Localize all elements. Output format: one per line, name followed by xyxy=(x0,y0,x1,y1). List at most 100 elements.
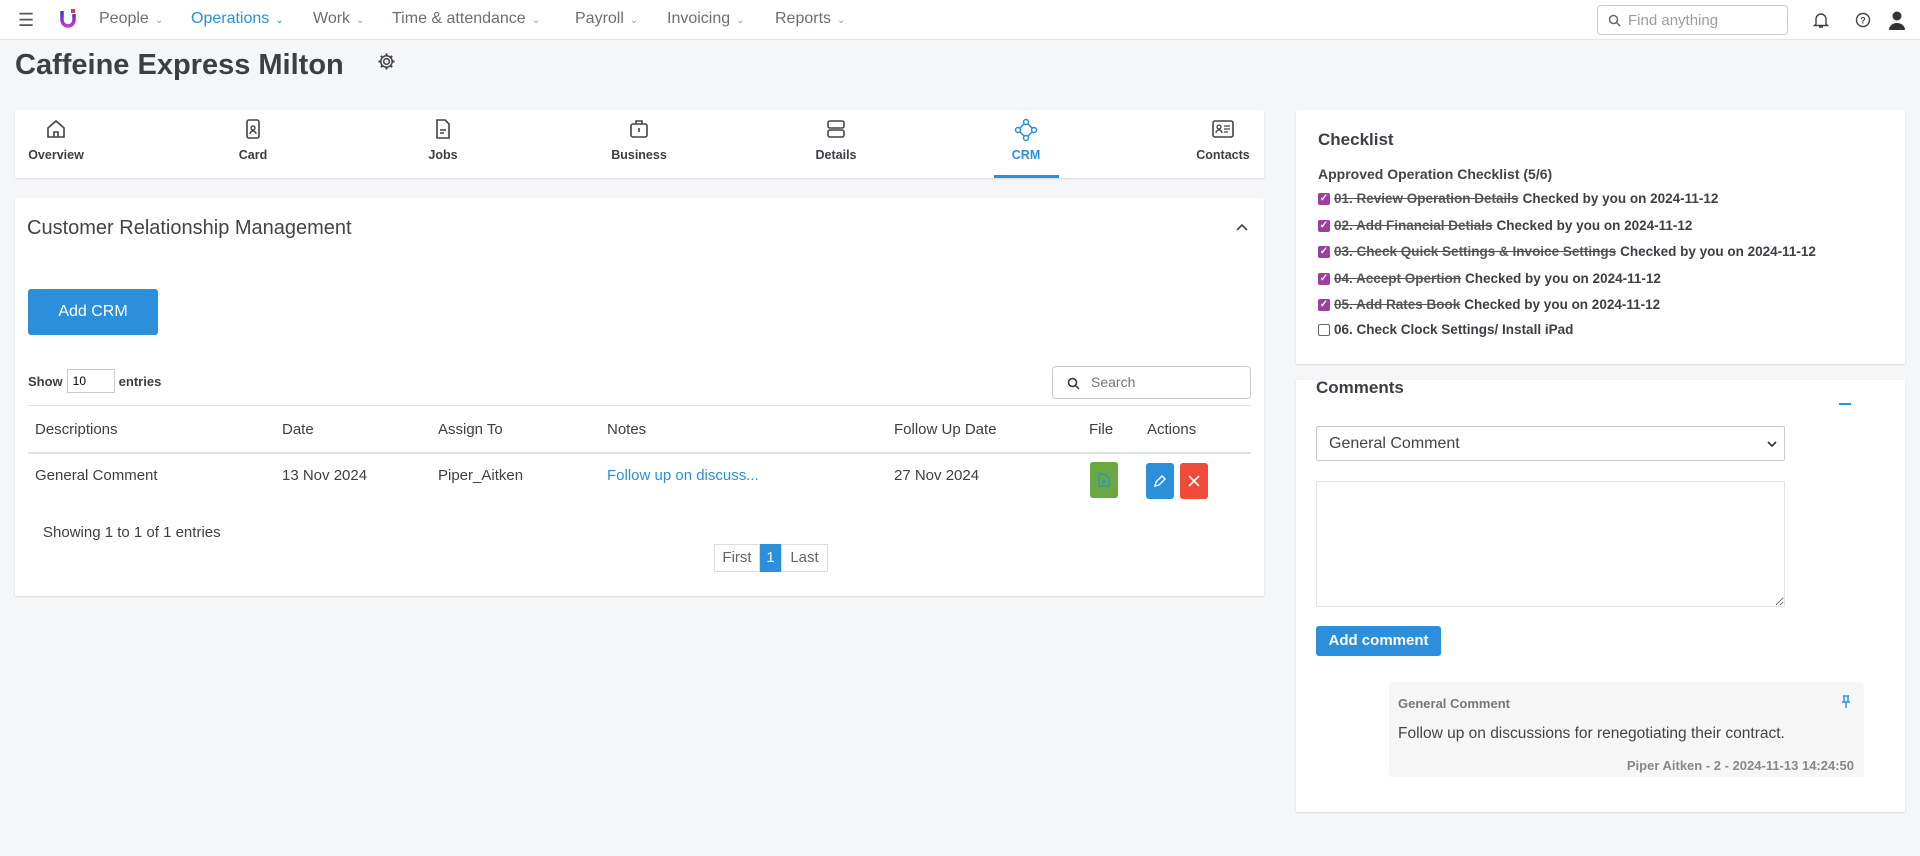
id-badge-icon xyxy=(246,119,260,139)
checklist-subtitle: Approved Operation Checklist (5/6) xyxy=(1318,166,1553,182)
nav-label: People xyxy=(99,10,149,27)
contact-card-icon xyxy=(1212,120,1234,138)
checkbox[interactable]: ✓ xyxy=(1318,219,1330,232)
entries-input[interactable] xyxy=(66,369,115,393)
search-icon xyxy=(1067,377,1080,390)
collapse-minus-icon[interactable] xyxy=(1839,403,1851,405)
page-last[interactable]: Last xyxy=(781,544,828,572)
column-header[interactable]: Assign To xyxy=(438,421,503,438)
add-crm-button[interactable]: Add CRM xyxy=(28,289,158,335)
checklist-item: ✓ 05. Add Rates Book Checked by you on 202… xyxy=(1318,297,1660,312)
column-header[interactable]: Follow Up Date xyxy=(894,421,997,438)
entries-label: entries xyxy=(118,373,162,389)
checklist-panel xyxy=(1296,110,1905,364)
nav-time-attendance[interactable]: Time & attendance ⌄ xyxy=(392,10,540,28)
nav-people[interactable]: People ⌄ xyxy=(99,10,163,28)
table-info: Showing 1 to 1 of 1 entries xyxy=(43,524,221,541)
file-button[interactable] xyxy=(1090,462,1118,498)
help-icon[interactable]: ? xyxy=(1855,12,1871,28)
gear-icon[interactable] xyxy=(377,52,396,71)
page-current[interactable]: 1 xyxy=(760,544,781,572)
comment-type: General Comment xyxy=(1398,696,1510,711)
nav-label: Time & attendance xyxy=(392,10,526,27)
cell-description: General Comment xyxy=(35,467,158,484)
cell-follow-up-date: 27 Nov 2024 xyxy=(894,467,980,484)
add-comment-button[interactable]: Add comment xyxy=(1316,626,1441,656)
tab-crm[interactable]: CRM xyxy=(971,118,1081,162)
checkbox[interactable]: ✓ xyxy=(1318,245,1330,258)
menu-icon[interactable]: ☰ xyxy=(18,10,35,30)
tab-label: Details xyxy=(815,148,857,162)
checklist-item: ✓ 01. Review Operation Details Checked by … xyxy=(1318,191,1718,206)
column-header[interactable]: Date xyxy=(282,421,314,438)
checklist-item-meta: Checked by you on 2024-11-12 xyxy=(1620,244,1816,259)
checklist-item-label: 03. Check Quick Settings & Invoice Setti… xyxy=(1334,244,1617,259)
checklist-item: ✓ 02. Add Financial Detials Checked by you… xyxy=(1318,218,1692,233)
column-header[interactable]: Descriptions xyxy=(35,421,118,438)
checklist-item-label: 01. Review Operation Details xyxy=(1334,191,1519,206)
checkbox[interactable] xyxy=(1318,323,1330,336)
comment-type-select[interactable]: General Comment xyxy=(1316,426,1785,461)
tab-label: Overview xyxy=(28,148,84,162)
chevron-down-icon: ⌄ xyxy=(275,15,284,26)
search-icon xyxy=(1608,14,1621,27)
checklist-item: ✓ 03. Check Quick Settings & Invoice Sett… xyxy=(1318,244,1816,259)
tab-label: Contacts xyxy=(1196,148,1250,162)
chevron-down-icon: ⌄ xyxy=(356,15,365,26)
tab-business[interactable]: Business xyxy=(584,118,694,162)
checkbox[interactable]: ✓ xyxy=(1318,272,1330,285)
select-value: General Comment xyxy=(1329,435,1460,452)
tab-jobs[interactable]: Jobs xyxy=(388,118,498,162)
nav-payroll[interactable]: Payroll ⌄ xyxy=(575,10,638,28)
checklist-item-meta: Checked by you on 2024-11-12 xyxy=(1464,297,1661,312)
cell-notes-link[interactable]: Follow up on discuss... xyxy=(607,467,759,484)
global-search[interactable] xyxy=(1597,5,1788,35)
checklist-item-meta: Checked by you on 2024-11-12 xyxy=(1496,218,1693,233)
nav-label: Work xyxy=(313,10,351,27)
tab-details[interactable]: Details xyxy=(781,118,891,162)
bell-icon[interactable] xyxy=(1813,12,1829,29)
checklist-item-label: 06. Check Clock Settings/ Install iPad xyxy=(1334,322,1574,337)
edit-button[interactable] xyxy=(1146,463,1174,499)
tab-label: Jobs xyxy=(428,148,458,162)
tab-label: Business xyxy=(611,148,667,162)
divider xyxy=(28,405,1251,406)
nav-work[interactable]: Work ⌄ xyxy=(313,10,364,28)
page-title: Caffeine Express Milton xyxy=(15,49,344,81)
comment-textarea[interactable] xyxy=(1316,481,1785,607)
comments-title: Comments xyxy=(1316,378,1404,397)
logo[interactable] xyxy=(60,8,76,30)
comment-meta: Piper Aitken - 2 - 2024-11-13 14:24:50 xyxy=(1626,758,1854,773)
entries-length: Show entries xyxy=(28,369,161,393)
table-search-input[interactable] xyxy=(1091,374,1241,390)
column-header[interactable]: Notes xyxy=(607,421,647,438)
tab-label: Card xyxy=(238,148,268,162)
chevron-down-icon: ⌄ xyxy=(837,15,846,26)
tab-contacts[interactable]: Contacts xyxy=(1168,118,1278,162)
global-search-input[interactable] xyxy=(1628,12,1778,29)
nav-operations[interactable]: Operations ⌄ xyxy=(191,10,284,28)
file-icon xyxy=(1098,473,1110,487)
checklist-item: 06. Check Clock Settings/ Install iPad xyxy=(1318,322,1573,337)
delete-button[interactable] xyxy=(1180,463,1208,499)
tab-overview[interactable]: Overview xyxy=(1,118,111,162)
pin-icon[interactable] xyxy=(1841,695,1851,709)
nav-invoicing[interactable]: Invoicing ⌄ xyxy=(667,10,745,28)
chevron-down-icon: ⌄ xyxy=(736,15,745,26)
chevron-up-icon[interactable] xyxy=(1235,222,1249,232)
checklist-item-label: 05. Add Rates Book xyxy=(1334,297,1461,312)
checkbox[interactable]: ✓ xyxy=(1318,298,1330,311)
page-first[interactable]: First xyxy=(714,544,760,572)
crm-network-icon xyxy=(1014,118,1038,142)
chevron-down-icon xyxy=(1767,441,1777,448)
nav-reports[interactable]: Reports ⌄ xyxy=(775,10,845,28)
pagination: First 1 Last xyxy=(714,544,828,572)
show-label: Show xyxy=(28,373,63,389)
table-search[interactable] xyxy=(1052,366,1251,399)
avatar-icon[interactable] xyxy=(1889,10,1905,30)
tab-card[interactable]: Card xyxy=(198,118,308,162)
checklist-item-meta: Checked by you on 2024-11-12 xyxy=(1522,191,1719,206)
checklist-item: ✓ 04. Accept Opertion Checked by you on 20… xyxy=(1318,271,1661,286)
checkbox[interactable]: ✓ xyxy=(1318,192,1330,205)
checklist-item-meta: Checked by you on 2024-11-12 xyxy=(1465,271,1661,286)
